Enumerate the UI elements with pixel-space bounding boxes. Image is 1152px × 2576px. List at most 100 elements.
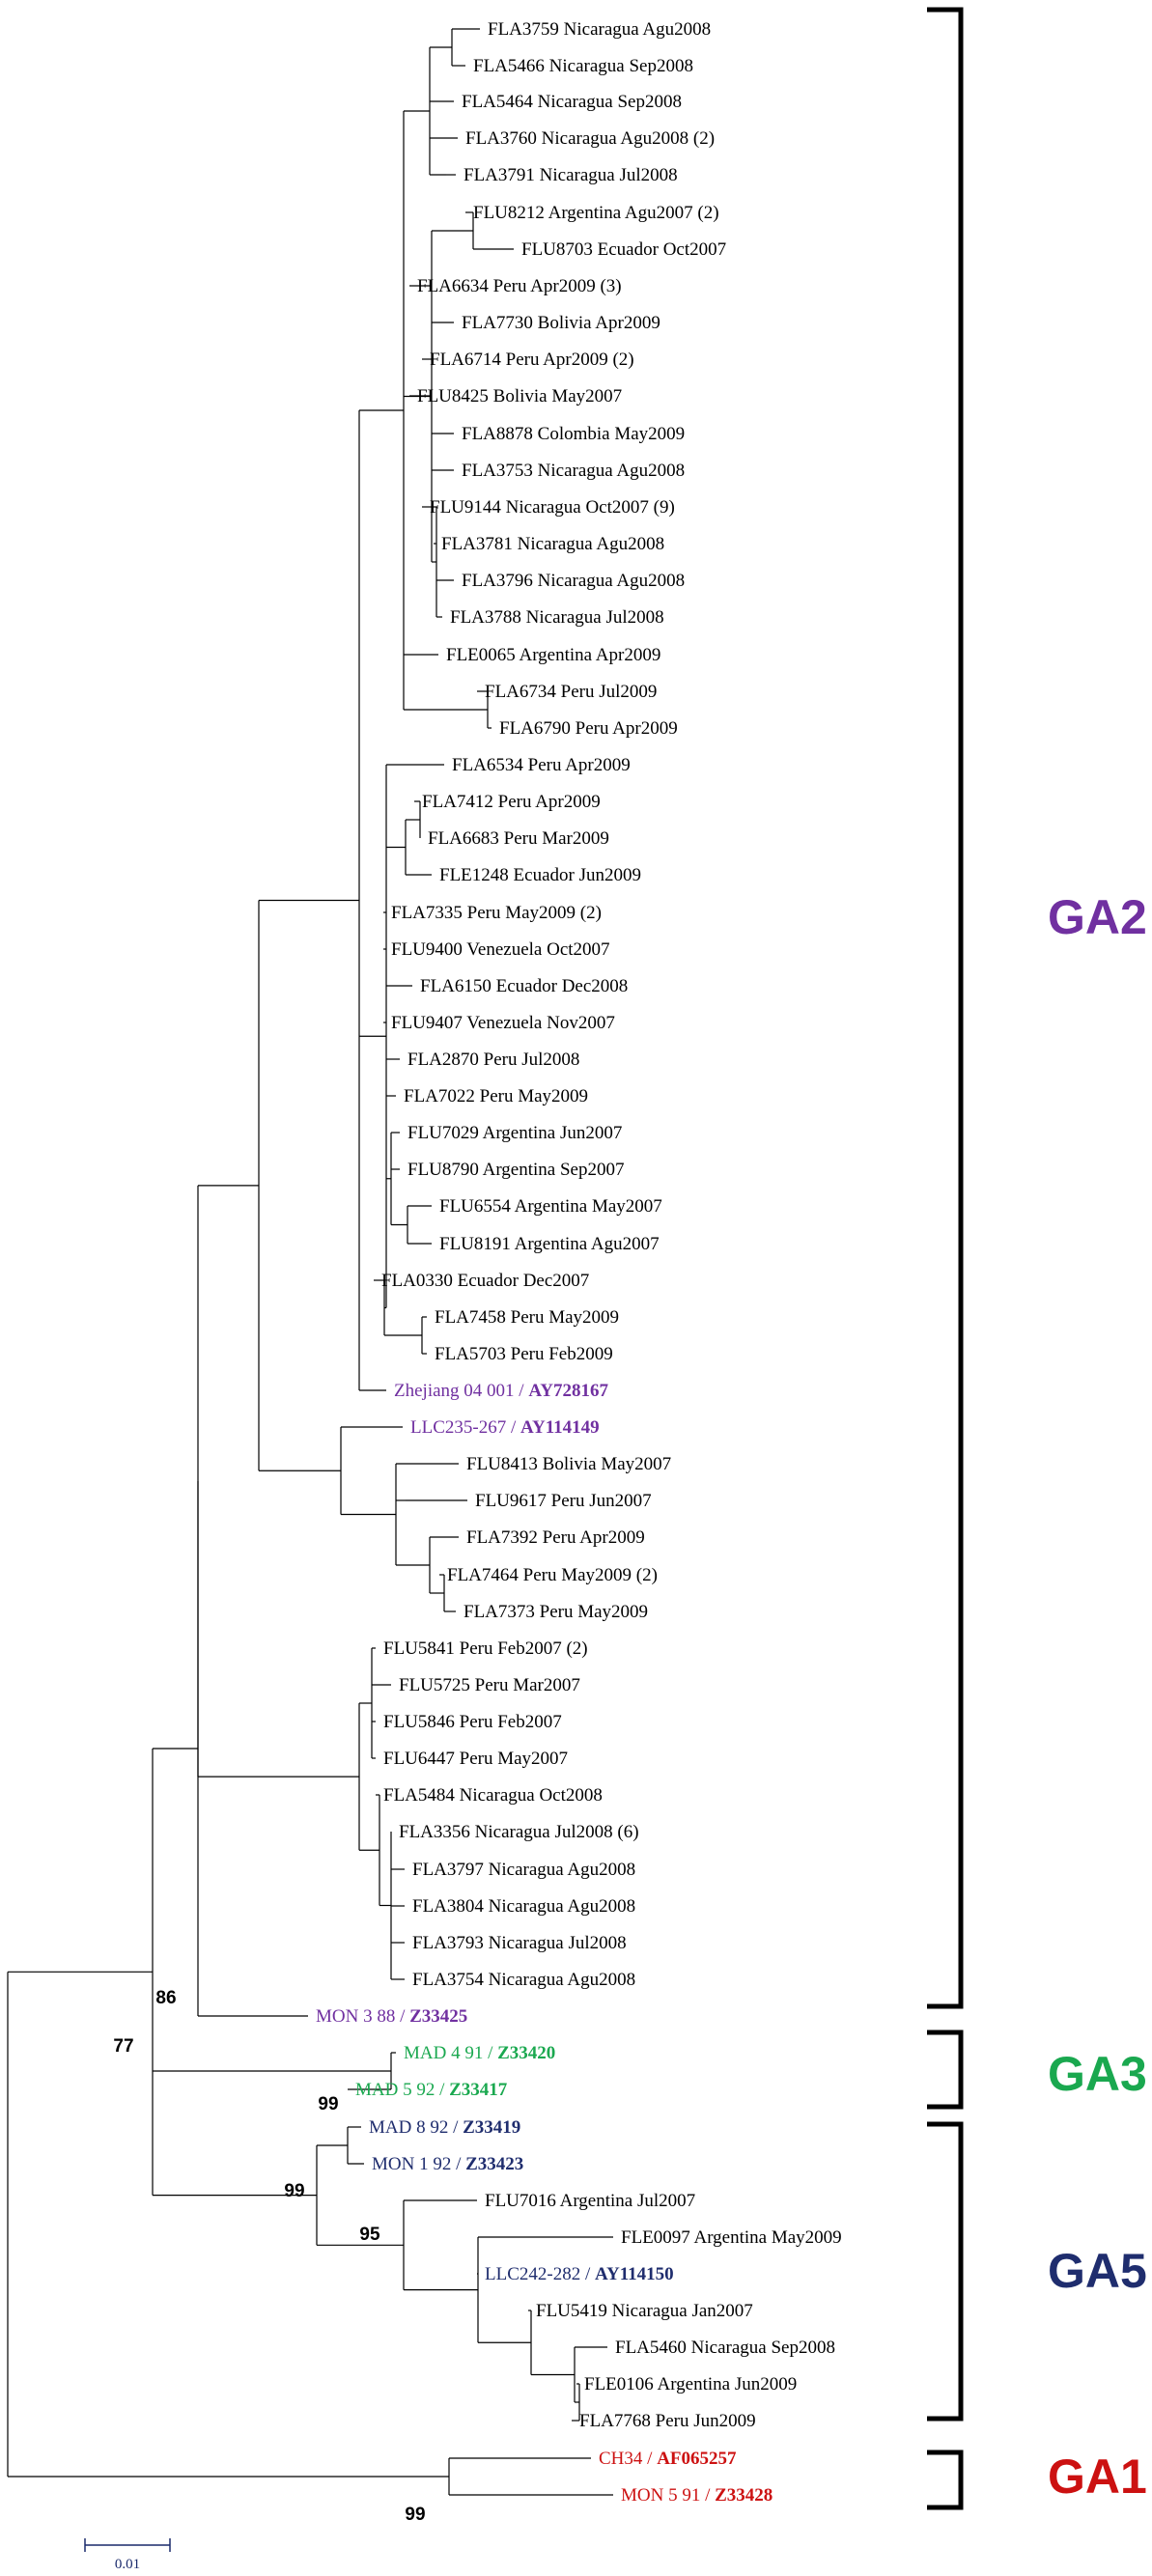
scale-bar-label: 0.01: [115, 2557, 140, 2572]
leaf-label: FLU8413 Bolivia May2007: [466, 1454, 671, 1474]
leaf-label: FLA5703 Peru Feb2009: [435, 1344, 613, 1364]
leaf-label: FLA6534 Peru Apr2009: [452, 755, 631, 775]
leaf-label: FLA7464 Peru May2009 (2): [447, 1565, 658, 1585]
leaf-name: FLA3754 Nicaragua Agu2008: [412, 1970, 635, 1990]
leaf-name: FLU9400 Venezuela Oct2007: [391, 939, 610, 960]
leaf-name: FLA7022 Peru May2009: [404, 1086, 588, 1106]
leaf-name: FLA2870 Peru Jul2008: [407, 1050, 579, 1070]
leaf-label: FLA3791 Nicaragua Jul2008: [464, 165, 678, 185]
leaf-label: LLC235-267 / AY114149: [410, 1417, 600, 1438]
leaf-accession: Z33423: [465, 2154, 523, 2174]
tree-branches: [7, 28, 613, 2496]
leaf-name: Zhejiang 04 001 /: [394, 1381, 528, 1401]
leaf-label: FLA3804 Nicaragua Agu2008: [412, 1896, 635, 1917]
leaf-label: FLA3356 Nicaragua Jul2008 (6): [399, 1822, 639, 1842]
leaf-label: FLA6714 Peru Apr2009 (2): [430, 350, 634, 370]
leaf-labels: FLA3759 Nicaragua Agu2008 FLA5466 Nicarag…: [316, 19, 842, 2506]
leaf-label: FLU5419 Nicaragua Jan2007: [536, 2301, 753, 2321]
leaf-name: FLA3356 Nicaragua Jul2008 (6): [399, 1822, 639, 1842]
leaf-label: FLE1248 Ecuador Jun2009: [439, 865, 641, 885]
clade-label: GA3: [1048, 2047, 1147, 2101]
leaf-name: FLA3804 Nicaragua Agu2008: [412, 1896, 635, 1917]
leaf-name: FLA6790 Peru Apr2009: [499, 718, 678, 739]
leaf-accession: Z33428: [715, 2485, 773, 2506]
leaf-label: FLA8878 Colombia May2009: [462, 424, 685, 444]
leaf-name: FLU8790 Argentina Sep2007: [407, 1160, 624, 1180]
leaf-name: CH34 /: [599, 2449, 657, 2469]
leaf-label: FLA3797 Nicaragua Agu2008: [412, 1860, 635, 1880]
clade-bracket: [927, 2121, 964, 2422]
leaf-name: FLA6634 Peru Apr2009 (3): [417, 276, 622, 296]
leaf-name: FLA3791 Nicaragua Jul2008: [464, 165, 678, 185]
leaf-name: FLA5466 Nicaragua Sep2008: [473, 56, 693, 76]
leaf-label: FLA3788 Nicaragua Jul2008: [450, 607, 664, 628]
leaf-label: FLA7022 Peru May2009: [404, 1086, 588, 1106]
leaf-label: FLA3759 Nicaragua Agu2008: [488, 19, 711, 40]
leaf-name: FLA5460 Nicaragua Sep2008: [615, 2338, 835, 2358]
leaf-name: FLU6447 Peru May2007: [383, 1749, 568, 1769]
leaf-label: Zhejiang 04 001 / AY728167: [394, 1381, 609, 1401]
leaf-label: LLC242-282 / AY114150: [485, 2264, 674, 2284]
leaf-accession: AY728167: [528, 1381, 608, 1401]
leaf-name: FLU8703 Ecuador Oct2007: [521, 239, 726, 260]
leaf-label: FLA7335 Peru May2009 (2): [391, 903, 602, 923]
leaf-label: FLA3796 Nicaragua Agu2008: [462, 571, 685, 591]
leaf-name: FLA8878 Colombia May2009: [462, 424, 685, 444]
leaf-name: FLA7730 Bolivia Apr2009: [462, 313, 660, 333]
leaf-name: FLE0065 Argentina Apr2009: [446, 645, 660, 665]
leaf-label: FLE0097 Argentina May2009: [621, 2227, 842, 2248]
leaf-name: FLA3793 Nicaragua Jul2008: [412, 1933, 627, 1953]
leaf-name: FLU9617 Peru Jun2007: [475, 1491, 652, 1511]
leaf-label: FLU5725 Peru Mar2007: [399, 1675, 580, 1695]
leaf-label: FLU9144 Nicaragua Oct2007 (9): [430, 497, 675, 518]
leaf-label: FLU7029 Argentina Jun2007: [407, 1123, 622, 1143]
leaf-name: FLA3760 Nicaragua Agu2008 (2): [465, 128, 715, 149]
leaf-label: FLU9407 Venezuela Nov2007: [391, 1013, 615, 1033]
leaf-name: LLC235-267 /: [410, 1417, 520, 1438]
leaf-label: FLA5460 Nicaragua Sep2008: [615, 2338, 835, 2358]
leaf-name: FLA3759 Nicaragua Agu2008: [488, 19, 711, 40]
leaf-name: FLA3753 Nicaragua Agu2008: [462, 461, 685, 481]
bootstrap-value: 95: [359, 2225, 380, 2245]
clade-bracket: [927, 7, 964, 2009]
leaf-label: FLA7730 Bolivia Apr2009: [462, 313, 660, 333]
leaf-name: FLU6554 Argentina May2007: [439, 1196, 662, 1217]
leaf-label: FLA3781 Nicaragua Agu2008: [441, 534, 664, 554]
clade-brackets: GA2 GA3 GA5 GA1: [927, 7, 1147, 2510]
leaf-name: FLA3796 Nicaragua Agu2008: [462, 571, 685, 591]
leaf-name: MON 1 92 /: [372, 2154, 465, 2174]
leaf-name: FLA6734 Peru Jul2009: [485, 682, 657, 702]
leaf-name: FLU7016 Argentina Jul2007: [485, 2191, 695, 2211]
leaf-label: MON 3 88 / Z33425: [316, 2006, 467, 2027]
clade-bracket: [927, 2030, 964, 2110]
leaf-name: FLA6150 Ecuador Dec2008: [420, 976, 628, 996]
leaf-name: FLA7412 Peru Apr2009: [422, 792, 601, 812]
leaf-label: FLA5466 Nicaragua Sep2008: [473, 56, 693, 76]
leaf-name: FLA7464 Peru May2009 (2): [447, 1565, 658, 1585]
leaf-name: FLU5419 Nicaragua Jan2007: [536, 2301, 753, 2321]
leaf-name: FLA6714 Peru Apr2009 (2): [430, 350, 634, 370]
leaf-name: FLU9407 Venezuela Nov2007: [391, 1013, 615, 1033]
bootstrap-value: 77: [113, 2036, 133, 2057]
leaf-accession: AY114149: [520, 1417, 600, 1438]
leaf-label: FLU8790 Argentina Sep2007: [407, 1160, 624, 1180]
leaf-name: FLU8413 Bolivia May2007: [466, 1454, 671, 1474]
leaf-label: MAD 8 92 / Z33419: [369, 2117, 520, 2138]
leaf-label: FLA2870 Peru Jul2008: [407, 1050, 579, 1070]
leaf-label: FLU5841 Peru Feb2007 (2): [383, 1638, 588, 1659]
leaf-name: FLA0330 Ecuador Dec2007: [381, 1271, 589, 1291]
leaf-name: FLA6534 Peru Apr2009: [452, 755, 631, 775]
leaf-label: MAD 4 91 / Z33420: [404, 2043, 555, 2063]
leaf-name: FLA3788 Nicaragua Jul2008: [450, 607, 664, 628]
leaf-name: FLE1248 Ecuador Jun2009: [439, 865, 641, 885]
leaf-name: FLU8425 Bolivia May2007: [417, 386, 622, 406]
leaf-name: FLU5841 Peru Feb2007 (2): [383, 1638, 588, 1659]
leaf-label: FLU9617 Peru Jun2007: [475, 1491, 652, 1511]
leaf-label: FLE0065 Argentina Apr2009: [446, 645, 660, 665]
leaf-name: MAD 4 91 /: [404, 2043, 497, 2063]
leaf-name: FLA6683 Peru Mar2009: [428, 828, 609, 849]
leaf-label: FLA7373 Peru May2009: [464, 1602, 648, 1622]
leaf-name: FLA5464 Nicaragua Sep2008: [462, 92, 682, 112]
leaf-name: FLA5703 Peru Feb2009: [435, 1344, 613, 1364]
clade-label: GA5: [1048, 2244, 1147, 2298]
